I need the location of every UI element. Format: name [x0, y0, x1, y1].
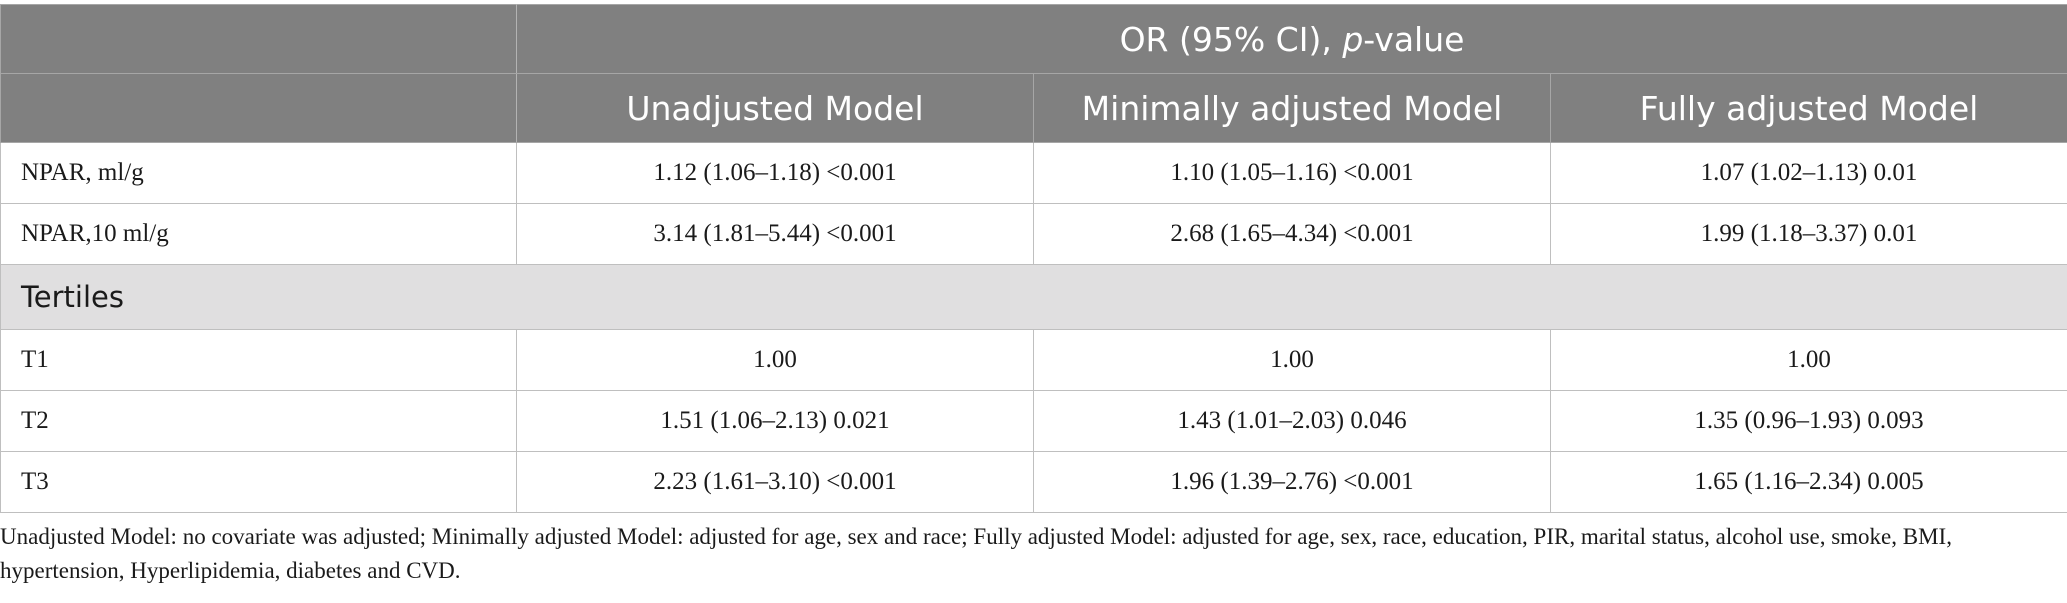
table-row: T1 1.00 1.00 1.00 [0, 329, 2067, 391]
header-blank-cell [0, 73, 517, 143]
results-table: OR (95% CI), p-value Unadjusted Model Mi… [0, 4, 2067, 513]
table-row: NPAR,10 ml/g 3.14 (1.81–5.44) <0.001 2.6… [0, 203, 2067, 265]
header-row-columns: Unadjusted Model Minimally adjusted Mode… [0, 73, 2067, 143]
table-cell: 1.51 (1.06–2.13) 0.021 [516, 390, 1034, 452]
column-header-fully-adjusted: Fully adjusted Model [1549, 73, 2067, 143]
table-cell: 1.12 (1.06–1.18) <0.001 [516, 142, 1034, 204]
row-label: T3 [0, 451, 517, 513]
header-group-italic: p [1342, 19, 1364, 59]
column-header-unadjusted: Unadjusted Model [516, 73, 1034, 143]
header-group-prefix: OR (95% CI), [1119, 19, 1343, 59]
table-cell: 1.00 [1033, 329, 1551, 391]
header-blank-cell [0, 4, 517, 74]
row-label: NPAR,10 ml/g [0, 203, 517, 265]
table-cell: 1.07 (1.02–1.13) 0.01 [1549, 142, 2067, 204]
row-label: NPAR, ml/g [0, 142, 517, 204]
table-row: T2 1.51 (1.06–2.13) 0.021 1.43 (1.01–2.0… [0, 390, 2067, 452]
header-row-group: OR (95% CI), p-value [0, 4, 2067, 74]
header-group-suffix: -value [1363, 19, 1465, 59]
table-row: NPAR, ml/g 1.12 (1.06–1.18) <0.001 1.10 … [0, 142, 2067, 204]
table-cell: 1.35 (0.96–1.93) 0.093 [1549, 390, 2067, 452]
table-cell: 1.99 (1.18–3.37) 0.01 [1549, 203, 2067, 265]
column-header-minimally-adjusted: Minimally adjusted Model [1033, 73, 1551, 143]
table-cell: 1.43 (1.01–2.03) 0.046 [1033, 390, 1551, 452]
table-cell: 1.00 [516, 329, 1034, 391]
table-footnote: Unadjusted Model: no covariate was adjus… [0, 524, 1952, 583]
table-cell: 3.14 (1.81–5.44) <0.001 [516, 203, 1034, 265]
table-cell: 1.00 [1549, 329, 2067, 391]
header-group-label: OR (95% CI), p-value [515, 4, 2067, 74]
table-cell: 1.65 (1.16–2.34) 0.005 [1549, 451, 2067, 513]
row-label: T1 [0, 329, 517, 391]
table-cell: 2.23 (1.61–3.10) <0.001 [516, 451, 1034, 513]
table-cell: 1.96 (1.39–2.76) <0.001 [1033, 451, 1551, 513]
table-row: T3 2.23 (1.61–3.10) <0.001 1.96 (1.39–2.… [0, 451, 2067, 513]
table-cell: 1.10 (1.05–1.16) <0.001 [1033, 142, 1551, 204]
section-row-tertiles: Tertiles [0, 264, 2067, 330]
section-label: Tertiles [0, 264, 2067, 330]
table-cell: 2.68 (1.65–4.34) <0.001 [1033, 203, 1551, 265]
row-label: T2 [0, 390, 517, 452]
